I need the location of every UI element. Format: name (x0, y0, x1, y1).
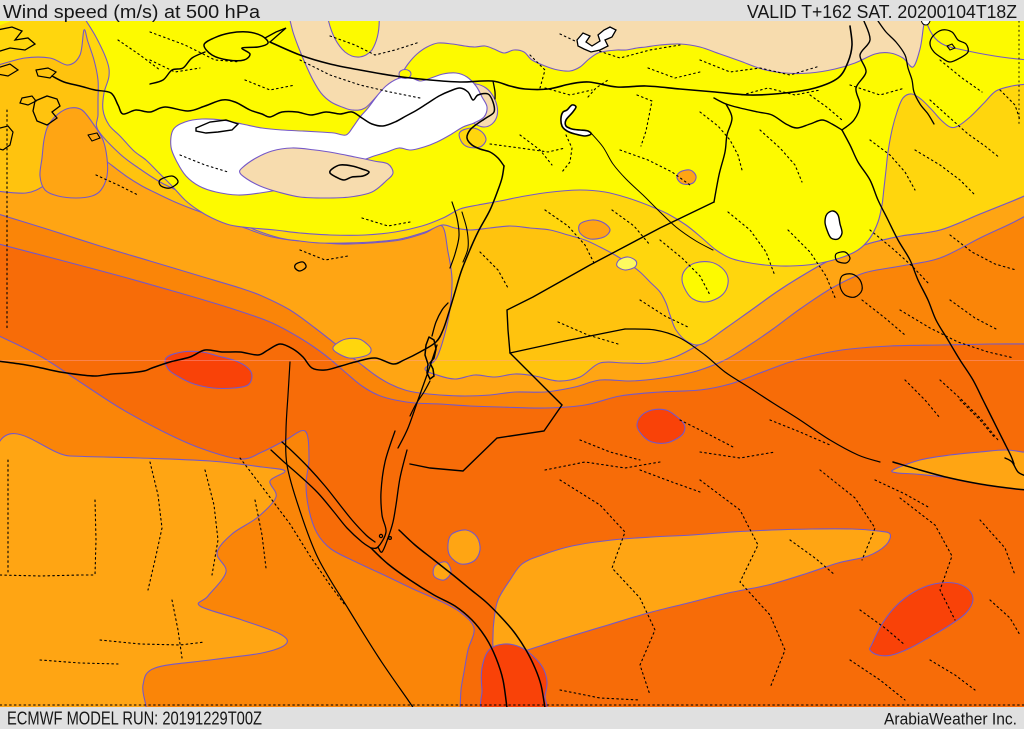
svg-text:ECMWF MODEL RUN: 20191229T00Z: ECMWF MODEL RUN: 20191229T00Z (7, 709, 262, 729)
svg-text:VALID T+162 SAT. 20200104T18Z: VALID T+162 SAT. 20200104T18Z (747, 2, 1017, 22)
svg-text:Wind speed (m/s) at 500 hPa: Wind speed (m/s) at 500 hPa (3, 2, 261, 22)
svg-text:ArabiaWeather Inc.: ArabiaWeather Inc. (884, 710, 1017, 729)
